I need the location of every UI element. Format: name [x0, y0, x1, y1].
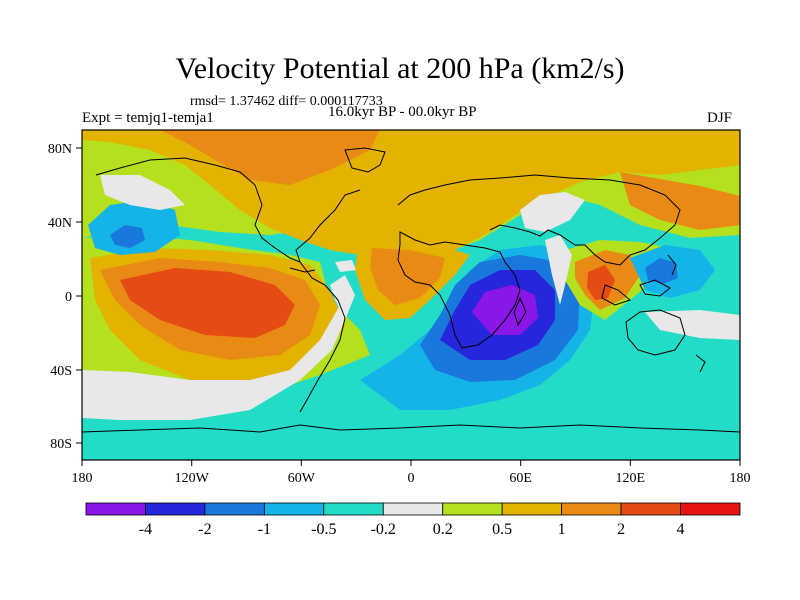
colorbar-label: 4 — [677, 521, 685, 538]
colorbar-box — [382, 502, 444, 516]
colorbar-label: -0.2 — [371, 521, 396, 538]
experiment-label: Expt = temjq1-temja1 — [82, 110, 214, 126]
lat-tick-label: 40S — [50, 364, 72, 379]
colorbar-box — [561, 502, 622, 516]
lat-tick-label: 80S — [50, 437, 72, 452]
colorbar-label: -4 — [139, 521, 152, 538]
colorbar-label: 1 — [558, 521, 566, 538]
field-east-orange — [620, 172, 740, 230]
colorbar-label: -1 — [258, 521, 271, 538]
colorbar-label: -2 — [198, 521, 211, 538]
lon-tick-label: 0 — [408, 471, 415, 486]
field-band-north-inner — [160, 130, 380, 185]
field-africa-violet — [472, 285, 538, 335]
colorbar-label: 0.5 — [492, 521, 512, 538]
field-zero-caribbean — [335, 260, 356, 272]
lon-tick-label: 180 — [72, 471, 93, 486]
field-indian-red — [587, 265, 615, 300]
field-zero-pacific-south — [82, 290, 350, 420]
lon-tick-label: 120W — [175, 471, 210, 486]
colorbar-box — [442, 502, 503, 516]
colorbar-box — [501, 502, 563, 516]
map-title: Velocity Potential at 200 hPa (km2/s) — [175, 52, 625, 85]
lon-tick-label: 60W — [288, 471, 316, 486]
colorbar-box — [680, 502, 741, 516]
field-zero-asia — [520, 192, 585, 232]
field-zero-east-pacific-south — [645, 310, 740, 340]
lat-tick-label: 0 — [65, 290, 72, 305]
field-pacific-red — [120, 268, 295, 338]
lon-tick-labels: 180 120W 60W 0 60E 120E 180 — [72, 471, 751, 486]
colorbar-box — [263, 502, 325, 516]
field-north-pacific-blue — [110, 225, 145, 248]
colorbar-box — [323, 502, 384, 516]
colorbar-boxes — [85, 502, 741, 516]
season-label: DJF — [707, 110, 733, 126]
lat-tick-labels: 80N 40N 0 40S 80S — [48, 142, 72, 452]
colorbar-label: -0.5 — [311, 521, 336, 538]
coastlines — [82, 147, 740, 433]
colorbar-labels: -4 -2 -1 -0.5 -0.2 0.2 0.5 1 2 4 — [139, 521, 685, 538]
lon-tick-label: 120E — [616, 471, 646, 486]
colorbar-box — [620, 502, 681, 516]
colorbar-label: 0.2 — [433, 521, 453, 538]
field-zero-southatlantic — [330, 275, 355, 320]
colorbar-label: 2 — [617, 521, 625, 538]
period-label: 16.0kyr BP - 00.0kyr BP — [328, 104, 477, 120]
field-zero-india — [545, 235, 572, 305]
axis-ticks — [76, 147, 741, 466]
colorbar-box — [204, 502, 265, 516]
field-westpac-blue — [645, 258, 678, 284]
colorbar-box — [85, 502, 146, 516]
field-zero-northwest — [100, 175, 185, 210]
lon-tick-label: 180 — [730, 471, 751, 486]
colorbar-box — [145, 502, 206, 516]
lon-tick-label: 60E — [509, 471, 532, 486]
lat-tick-label: 80N — [48, 142, 72, 157]
rmsd-diff-stats: rmsd= 1.37462 diff= 0.000117733 — [190, 94, 383, 109]
lat-tick-label: 40N — [48, 216, 72, 231]
